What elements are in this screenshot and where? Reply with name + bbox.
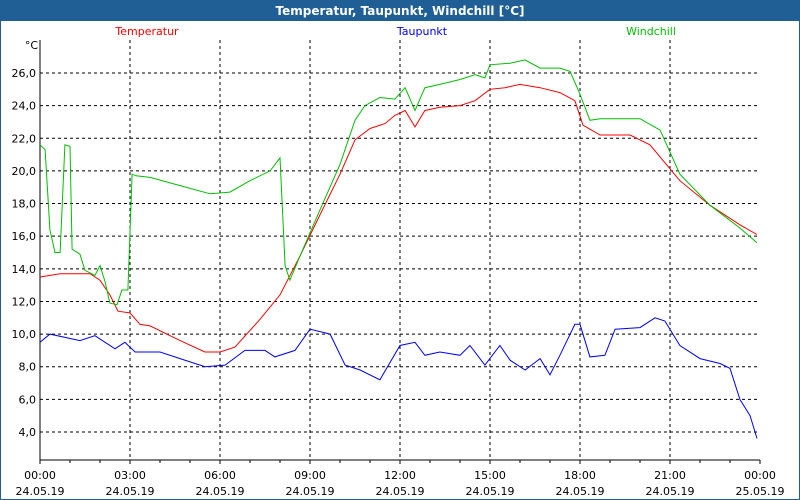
x-tick-date: 24.05.19 <box>556 485 605 498</box>
series-line-taupunkt <box>39 317 758 439</box>
x-tick-time: 03:00 <box>114 469 146 482</box>
legend-taupunkt: Taupunkt <box>396 25 448 38</box>
x-tick-time: 21:00 <box>654 469 686 482</box>
y-tick-label: 4,0 <box>19 426 37 439</box>
y-tick-label: 26,0 <box>12 67 37 80</box>
y-tick-label: 14,0 <box>12 263 37 276</box>
x-tick-date: 24.05.19 <box>106 485 155 498</box>
y-tick-label: 8,0 <box>19 361 37 374</box>
y-tick-label: 24,0 <box>12 100 37 113</box>
x-tick-date: 24.05.19 <box>196 485 245 498</box>
window-title: Temperatur, Taupunkt, Windchill [°C] <box>1 1 799 21</box>
y-tick-label: 18,0 <box>12 198 37 211</box>
x-tick-time: 00:00 <box>24 469 56 482</box>
y-tick-label: 22,0 <box>12 132 37 145</box>
y-tick-label: 10,0 <box>12 328 37 341</box>
x-tick-time: 15:00 <box>474 469 506 482</box>
x-tick-time: 18:00 <box>564 469 596 482</box>
x-tick-time: 09:00 <box>294 469 326 482</box>
series-line-windchill <box>39 59 758 306</box>
x-tick-date: 24.05.19 <box>286 485 335 498</box>
y-tick-label: 16,0 <box>12 230 37 243</box>
x-tick-date: 25.05.19 <box>736 485 785 498</box>
y-tick-label: 12,0 <box>12 295 37 308</box>
series-line-temperatur <box>39 83 758 353</box>
x-tick-time: 06:00 <box>204 469 236 482</box>
y-axis-unit: °C <box>25 39 39 52</box>
legend-temperatur: Temperatur <box>114 25 179 38</box>
y-tick-label: 6,0 <box>19 393 37 406</box>
x-tick-date: 24.05.19 <box>376 485 425 498</box>
x-tick-time: 12:00 <box>384 469 416 482</box>
x-tick-date: 24.05.19 <box>646 485 695 498</box>
y-tick-label: 20,0 <box>12 165 37 178</box>
x-tick-date: 24.05.19 <box>16 485 65 498</box>
legend-windchill: Windchill <box>626 25 676 38</box>
x-tick-date: 24.05.19 <box>466 485 515 498</box>
x-tick-time: 00:00 <box>744 469 776 482</box>
